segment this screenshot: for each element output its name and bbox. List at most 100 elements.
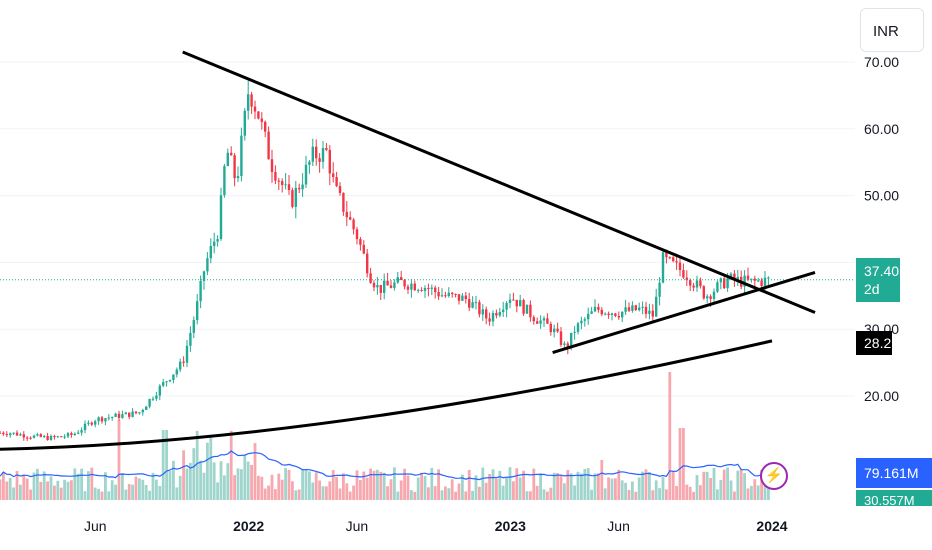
candle-body xyxy=(158,385,161,396)
candle-body xyxy=(621,311,624,318)
candle-body xyxy=(529,304,532,318)
candle-body xyxy=(471,302,474,308)
candle-body xyxy=(134,411,138,414)
volume-bar xyxy=(195,430,199,500)
candle-body xyxy=(488,318,491,322)
volume-bar xyxy=(376,469,379,500)
volume-bar xyxy=(457,483,461,500)
candle-body xyxy=(2,432,5,435)
candle-body xyxy=(440,295,444,297)
candle-body xyxy=(447,292,450,297)
volume-bar xyxy=(617,469,621,500)
volume-bar xyxy=(134,476,138,500)
candle-body xyxy=(100,417,104,422)
candle-body xyxy=(196,301,199,321)
candle-body xyxy=(604,313,607,315)
volume-bar xyxy=(46,481,49,500)
candle-body xyxy=(111,416,114,418)
candle-body xyxy=(318,158,321,162)
volume-bar xyxy=(733,491,736,500)
volume-bar xyxy=(80,468,83,500)
candle-body xyxy=(121,414,124,418)
candle-body xyxy=(699,280,702,287)
candle-body xyxy=(746,275,750,280)
volume-bar xyxy=(131,484,134,500)
x-axis: Jun 2022 Jun 2023 Jun 2024 xyxy=(84,518,788,534)
volume-bar xyxy=(25,478,29,500)
volume-bar xyxy=(182,450,185,500)
volume-bar xyxy=(739,469,743,500)
volume-bar xyxy=(97,488,100,500)
x-tick-label: 2022 xyxy=(233,518,264,534)
candle-body xyxy=(437,291,440,297)
volume-bar xyxy=(478,486,481,500)
volume-bar xyxy=(637,477,641,500)
volume-bar xyxy=(345,483,349,500)
volume-bar xyxy=(661,477,665,500)
candle-body xyxy=(80,430,83,433)
candle-body xyxy=(233,155,236,179)
candle-body xyxy=(542,318,546,321)
volume-bar xyxy=(583,469,587,500)
candle-body xyxy=(583,319,586,321)
candle-body xyxy=(87,422,90,424)
volume-bar xyxy=(342,473,345,500)
volume-bar xyxy=(535,485,539,500)
candle-body xyxy=(716,282,719,292)
volume-bar xyxy=(59,487,63,500)
volume-bar xyxy=(66,481,70,500)
lightning-icon[interactable]: ⚡ xyxy=(760,462,788,490)
volume-bar xyxy=(678,428,682,500)
candle-body xyxy=(434,287,437,292)
volume-bar xyxy=(321,486,325,500)
candle-body xyxy=(73,433,76,436)
volume-bar xyxy=(746,488,750,500)
candle-body xyxy=(60,436,63,438)
volume-bar xyxy=(236,468,240,500)
volume-bar xyxy=(389,479,393,500)
candle-body xyxy=(566,343,569,349)
candle-body xyxy=(733,273,736,280)
candle-body xyxy=(726,278,729,289)
candle-body xyxy=(32,435,36,438)
volume-bar xyxy=(586,468,590,500)
candle-body xyxy=(199,280,202,302)
candle-body xyxy=(760,280,763,287)
candle-body xyxy=(277,180,280,182)
candle-body xyxy=(301,184,304,190)
candle-body xyxy=(468,299,471,308)
candle-body xyxy=(522,300,525,314)
candle-body xyxy=(750,278,753,280)
candle-body xyxy=(376,285,379,288)
volume-bar xyxy=(406,475,410,500)
candle-body xyxy=(519,300,522,307)
candle-body xyxy=(253,106,257,112)
candle-body xyxy=(430,287,433,289)
volume-bar xyxy=(359,480,362,500)
candle-body xyxy=(491,312,495,322)
candle-body xyxy=(743,275,746,287)
volume-bar xyxy=(308,471,311,500)
candle-body xyxy=(474,302,478,304)
volume-bar xyxy=(566,469,570,500)
volume-bar xyxy=(423,476,427,500)
level-badge: 28.25 xyxy=(856,331,899,355)
candle-body xyxy=(335,177,338,187)
volume-bar xyxy=(393,467,396,500)
volume-bar xyxy=(491,469,495,500)
candle-body xyxy=(9,433,12,436)
volume-bar xyxy=(600,460,604,500)
volume-bar xyxy=(539,473,542,500)
volume-bar xyxy=(590,489,593,500)
currency-button[interactable]: INR xyxy=(860,8,924,52)
candle-body xyxy=(243,110,246,136)
volume-bar xyxy=(675,485,678,500)
candle-body xyxy=(216,239,219,242)
volume-bar xyxy=(19,484,22,500)
candle-body xyxy=(192,320,195,333)
volume-bar xyxy=(124,489,128,500)
volume-bar xyxy=(212,462,216,500)
trendline-ascending-support xyxy=(552,270,816,355)
candle-body xyxy=(56,436,59,438)
